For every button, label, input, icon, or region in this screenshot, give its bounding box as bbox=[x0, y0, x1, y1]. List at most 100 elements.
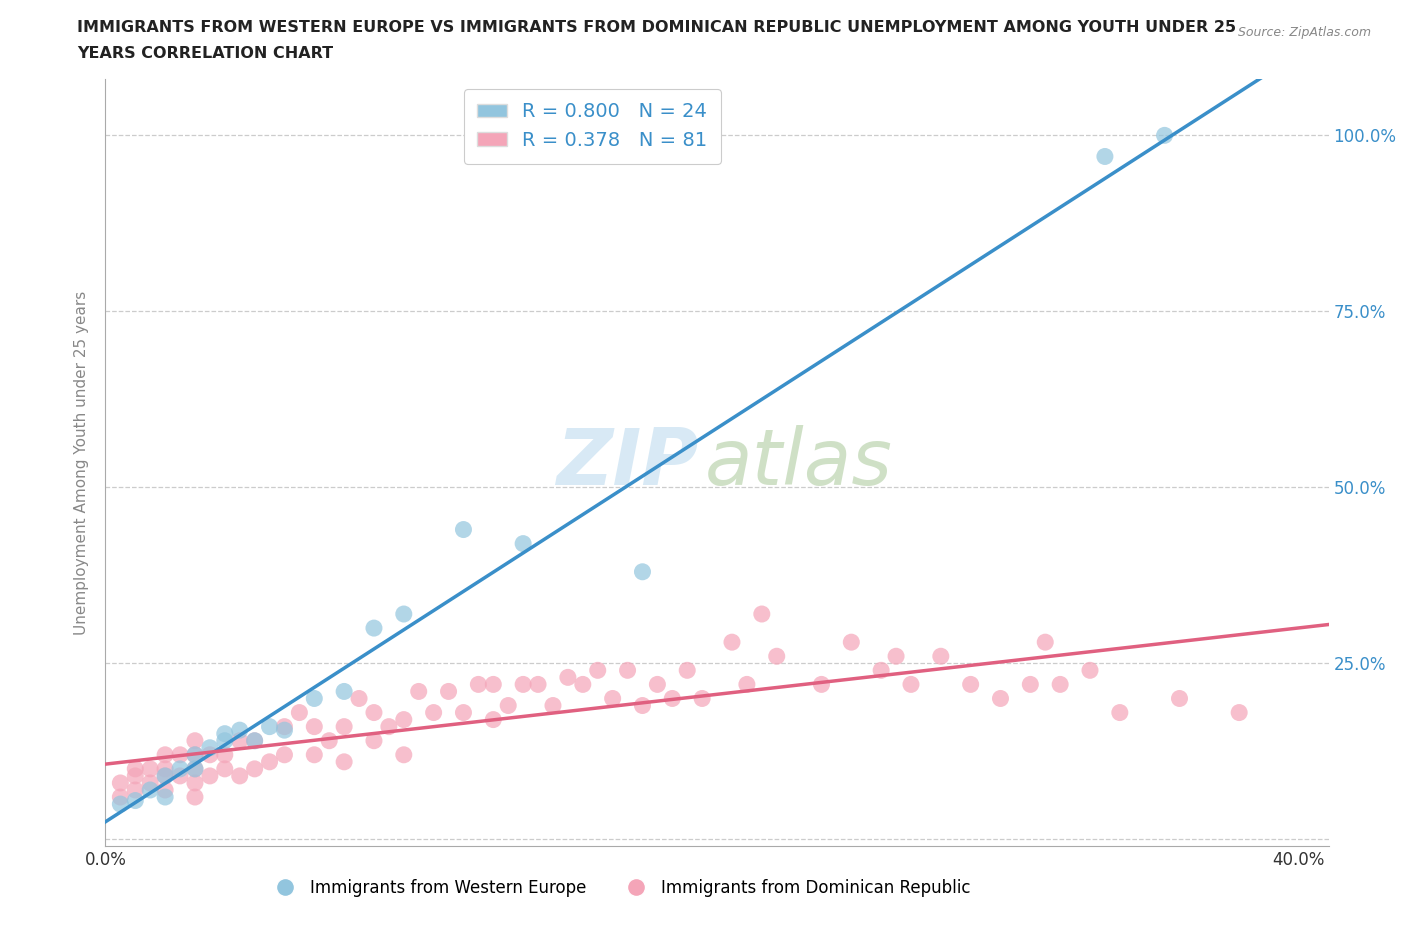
Point bbox=[1094, 149, 1116, 164]
Point bbox=[496, 698, 519, 713]
Point bbox=[304, 748, 326, 763]
Point bbox=[408, 684, 430, 698]
Point bbox=[541, 698, 564, 713]
Point bbox=[392, 748, 415, 763]
Point bbox=[572, 677, 595, 692]
Point bbox=[273, 719, 295, 734]
Point bbox=[453, 522, 475, 537]
Point bbox=[647, 677, 669, 692]
Point bbox=[990, 691, 1012, 706]
Point bbox=[1049, 677, 1071, 692]
Text: Source: ZipAtlas.com: Source: ZipAtlas.com bbox=[1237, 26, 1371, 39]
Point bbox=[721, 635, 744, 650]
Point bbox=[1168, 691, 1191, 706]
Point bbox=[765, 649, 787, 664]
Point bbox=[422, 705, 444, 720]
Text: ZIP: ZIP bbox=[557, 425, 699, 500]
Point bbox=[437, 684, 460, 698]
Point bbox=[557, 670, 579, 684]
Point bbox=[1153, 128, 1175, 143]
Point bbox=[110, 776, 132, 790]
Point bbox=[169, 748, 191, 763]
Point bbox=[363, 620, 385, 635]
Point bbox=[959, 677, 981, 692]
Point bbox=[751, 606, 773, 621]
Point bbox=[453, 705, 475, 720]
Point bbox=[347, 691, 370, 706]
Point bbox=[153, 790, 176, 804]
Point bbox=[631, 698, 654, 713]
Point bbox=[839, 635, 862, 650]
Point bbox=[214, 733, 236, 748]
Point bbox=[153, 782, 176, 797]
Point bbox=[318, 733, 340, 748]
Point bbox=[184, 733, 207, 748]
Point bbox=[735, 677, 758, 692]
Point bbox=[378, 719, 401, 734]
Point bbox=[214, 762, 236, 777]
Point bbox=[124, 762, 146, 777]
Point bbox=[153, 768, 176, 783]
Point bbox=[184, 790, 207, 804]
Point bbox=[333, 754, 356, 769]
Point bbox=[259, 754, 281, 769]
Point bbox=[153, 762, 176, 777]
Point bbox=[184, 748, 207, 763]
Point bbox=[333, 719, 356, 734]
Point bbox=[243, 733, 266, 748]
Point bbox=[870, 663, 893, 678]
Point bbox=[631, 565, 654, 579]
Point bbox=[228, 768, 250, 783]
Point bbox=[661, 691, 683, 706]
Point bbox=[616, 663, 638, 678]
Point bbox=[810, 677, 832, 692]
Point bbox=[527, 677, 550, 692]
Point bbox=[139, 782, 162, 797]
Point bbox=[1078, 663, 1101, 678]
Point bbox=[169, 768, 191, 783]
Point bbox=[184, 776, 207, 790]
Point bbox=[363, 733, 385, 748]
Point bbox=[198, 748, 221, 763]
Point bbox=[929, 649, 952, 664]
Y-axis label: Unemployment Among Youth under 25 years: Unemployment Among Youth under 25 years bbox=[75, 290, 90, 635]
Point bbox=[228, 733, 250, 748]
Point bbox=[214, 748, 236, 763]
Point bbox=[139, 776, 162, 790]
Point bbox=[184, 762, 207, 777]
Point bbox=[304, 691, 326, 706]
Point bbox=[392, 712, 415, 727]
Point bbox=[110, 797, 132, 812]
Point bbox=[676, 663, 699, 678]
Point bbox=[467, 677, 489, 692]
Point bbox=[1227, 705, 1250, 720]
Point bbox=[392, 606, 415, 621]
Point bbox=[304, 719, 326, 734]
Text: YEARS CORRELATION CHART: YEARS CORRELATION CHART bbox=[77, 46, 333, 61]
Point bbox=[198, 768, 221, 783]
Text: atlas: atlas bbox=[704, 425, 893, 500]
Point bbox=[333, 684, 356, 698]
Point bbox=[602, 691, 624, 706]
Point bbox=[124, 768, 146, 783]
Point bbox=[482, 712, 505, 727]
Point bbox=[690, 691, 713, 706]
Point bbox=[124, 782, 146, 797]
Point bbox=[586, 663, 609, 678]
Point bbox=[1019, 677, 1042, 692]
Point bbox=[884, 649, 907, 664]
Point bbox=[900, 677, 922, 692]
Point bbox=[214, 726, 236, 741]
Point bbox=[153, 748, 176, 763]
Text: IMMIGRANTS FROM WESTERN EUROPE VS IMMIGRANTS FROM DOMINICAN REPUBLIC UNEMPLOYMEN: IMMIGRANTS FROM WESTERN EUROPE VS IMMIGR… bbox=[77, 20, 1236, 35]
Point bbox=[273, 723, 295, 737]
Point bbox=[184, 762, 207, 777]
Point bbox=[259, 719, 281, 734]
Point bbox=[1033, 635, 1056, 650]
Point bbox=[243, 733, 266, 748]
Point bbox=[153, 768, 176, 783]
Point bbox=[228, 723, 250, 737]
Point bbox=[482, 677, 505, 692]
Point bbox=[198, 740, 221, 755]
Point bbox=[243, 762, 266, 777]
